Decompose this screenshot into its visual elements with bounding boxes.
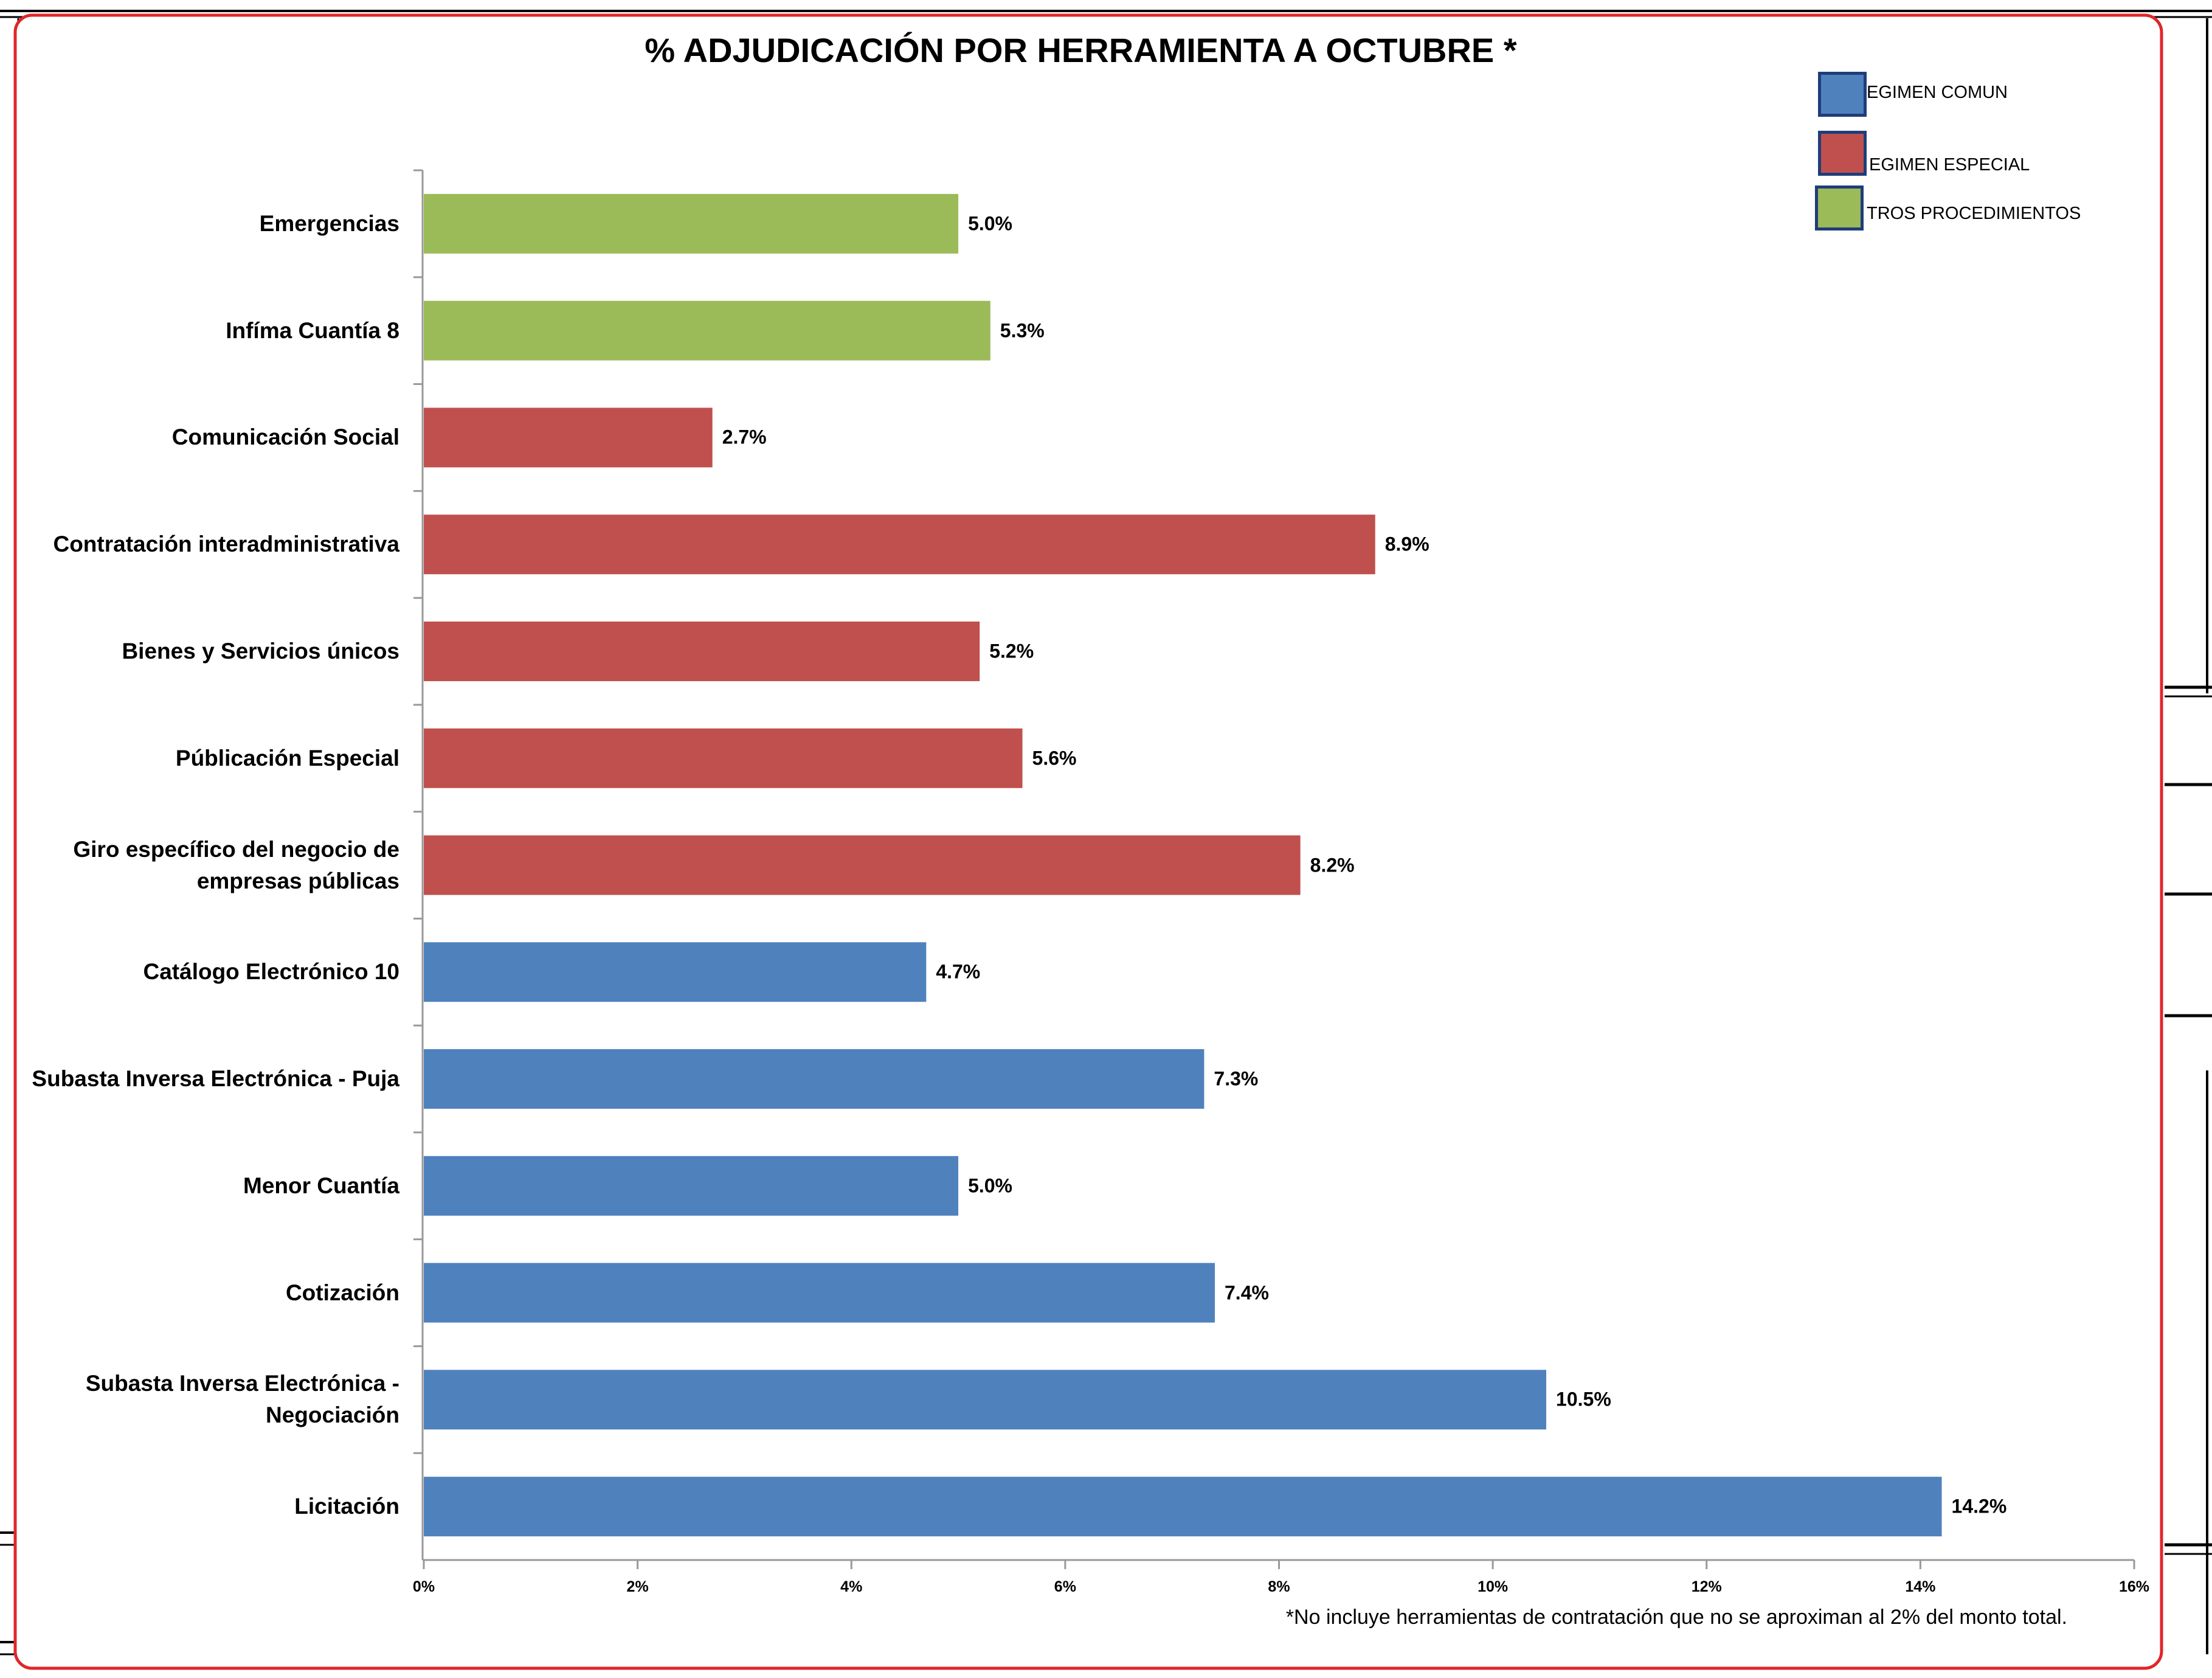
chart-title: % ADJUDICACIÓN POR HERRAMIENTA A OCTUBRE… (645, 31, 1517, 69)
category-label: Cotización (285, 1280, 399, 1305)
category-label: Emergencias (259, 210, 399, 236)
category-label: Comunicación Social (171, 425, 399, 450)
bar-13 (424, 1477, 1942, 1537)
legend-label: EGIMEN ESPECIAL (1869, 155, 2030, 175)
bar-4 (424, 515, 1375, 575)
category-label: Licitación (294, 1494, 399, 1519)
data-label: 5.3% (1000, 319, 1045, 342)
data-label: 7.3% (1214, 1067, 1259, 1090)
data-label: 5.0% (968, 212, 1012, 235)
x-tick-label: 2% (626, 1578, 649, 1595)
footnote: *No incluye herramientas de contratación… (1285, 1606, 2067, 1629)
bar-12 (424, 1370, 1547, 1430)
data-label: 10.5% (1556, 1388, 1611, 1410)
category-label: Giro específico del negocio de empresas … (73, 836, 399, 893)
x-tick-label: 14% (1905, 1578, 1936, 1595)
category-label: Contratación interadministrativa (53, 532, 399, 557)
legend-label: TROS PROCEDIMIENTOS (1867, 204, 2081, 223)
x-axis-tick-marks (423, 1560, 2135, 1569)
legend-label: EGIMEN COMUN (1867, 83, 2008, 102)
bar-11 (424, 1263, 1215, 1323)
bars-group (424, 193, 1942, 1537)
bar-2 (424, 300, 990, 361)
x-tick-label: 16% (2118, 1578, 2150, 1595)
x-tick-label: 4% (840, 1578, 863, 1595)
x-tick-label: 10% (1478, 1578, 1509, 1595)
bar-10 (424, 1156, 959, 1216)
data-label: 5.6% (1032, 747, 1077, 769)
bar-6 (424, 728, 1023, 788)
data-label: 8.2% (1310, 854, 1355, 876)
category-label: Subasta Inversa Electrónica - Puja (32, 1066, 399, 1092)
category-label: Infíma Cuantía 8 (226, 317, 399, 343)
data-label: 2.7% (722, 426, 767, 448)
category-label: Bienes y Servicios únicos (122, 638, 399, 664)
category-label: Subasta Inversa Electrónica - Negociació… (85, 1371, 399, 1428)
bar-7 (424, 835, 1301, 895)
data-label: 14.2% (1951, 1495, 2007, 1517)
x-tick-label: 12% (1691, 1578, 1722, 1595)
data-label: 4.7% (936, 960, 981, 983)
legend-swatch (1818, 72, 1867, 117)
category-label: Menor Cuantía (243, 1173, 399, 1198)
data-label: 5.2% (989, 640, 1034, 662)
bar-8 (424, 942, 927, 1002)
bar-9 (424, 1049, 1205, 1109)
category-label: Catálogo Electrónico 10 (143, 959, 400, 985)
data-label: 8.9% (1384, 533, 1429, 555)
bar-5 (424, 621, 980, 681)
bar-3 (424, 407, 713, 468)
x-tick-label: 6% (1054, 1578, 1076, 1595)
x-tick-label: 8% (1268, 1578, 1290, 1595)
legend-swatch (1818, 131, 1867, 176)
x-tick-label: 0% (412, 1578, 435, 1595)
bar-1 (424, 193, 959, 254)
y-axis-tick-marks (413, 169, 423, 1454)
data-label: 5.0% (968, 1174, 1012, 1197)
legend-swatch (1815, 185, 1864, 231)
category-label: Públicación Especial (175, 745, 399, 771)
data-label: 7.4% (1225, 1281, 1269, 1304)
